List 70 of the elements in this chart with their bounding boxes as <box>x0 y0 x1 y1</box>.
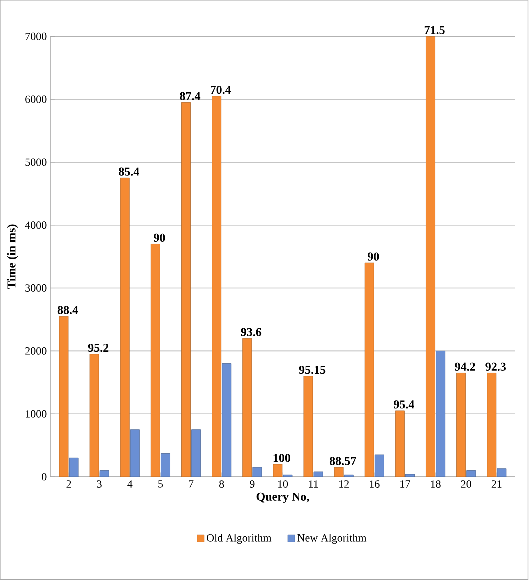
annotation: 88.4 <box>58 306 78 314</box>
bar <box>222 364 232 478</box>
legend-label: Old Algorithm <box>207 534 272 544</box>
y-tick-label: 5000 <box>26 158 47 166</box>
annotation: 70.4 <box>211 86 232 94</box>
y-tick-label: 6000 <box>26 96 47 104</box>
annotation: 90 <box>368 252 380 261</box>
x-tick-label: 8 <box>220 480 224 488</box>
y-tick-label: 0 <box>42 473 47 481</box>
annotation: 88.57 <box>330 457 356 466</box>
bar <box>365 262 374 478</box>
x-tick-label: 5 <box>158 480 164 488</box>
annotation: 71.5 <box>425 26 445 34</box>
bar <box>396 410 406 478</box>
annotation: 95.4 <box>394 400 415 409</box>
bar <box>436 350 446 478</box>
x-tick-label: 16 <box>370 480 380 488</box>
x-tick-label: 20 <box>461 480 472 488</box>
bar <box>69 458 79 478</box>
annotation: 94.2 <box>455 362 476 371</box>
y-tick-label: 1000 <box>26 410 47 418</box>
bar <box>90 354 100 478</box>
bar <box>242 338 252 478</box>
x-tick-label: 10 <box>278 480 288 488</box>
bar <box>212 96 222 478</box>
bar <box>497 468 507 478</box>
annotation: 92.3 <box>486 362 506 371</box>
x-tick-label: 17 <box>400 480 411 488</box>
bar <box>59 316 69 478</box>
y-tick-label: 7000 <box>26 32 47 40</box>
y-axis-title: Time (in ms) <box>7 224 18 290</box>
x-tick-label: 9 <box>250 480 255 488</box>
annotation: 100 <box>274 454 291 462</box>
y-tick-label: 3000 <box>26 284 47 292</box>
bar <box>304 376 314 478</box>
x-tick-label: 4 <box>128 480 133 488</box>
x-tick-label: 21 <box>492 480 502 488</box>
bar <box>151 244 161 478</box>
y-tick-label: 2000 <box>26 347 47 355</box>
annotation: 93.6 <box>241 328 262 336</box>
bar <box>120 178 130 478</box>
annotation: 85.4 <box>119 168 140 176</box>
bar <box>161 454 171 478</box>
bar <box>334 467 344 478</box>
x-tick-label: 3 <box>98 480 102 488</box>
annotation: 95.2 <box>88 344 109 352</box>
x-tick-label: 2 <box>66 480 72 488</box>
bar <box>273 464 283 478</box>
x-tick-label: 11 <box>309 480 318 488</box>
y-tick-label: 4000 <box>25 222 47 230</box>
bar <box>466 470 476 478</box>
bar <box>456 373 466 478</box>
annotation: 95.15 <box>299 366 326 374</box>
bar <box>130 430 140 478</box>
annotation: 90 <box>154 234 166 242</box>
bar <box>314 472 324 478</box>
bar <box>487 373 497 478</box>
bar <box>182 102 192 478</box>
x-axis-title: Query No, <box>256 492 310 504</box>
bar <box>406 474 416 478</box>
bar <box>100 470 110 478</box>
legend-label: New Algorithm <box>298 534 367 544</box>
annotation: 87.4 <box>180 92 201 100</box>
x-tick-label: 18 <box>431 480 442 488</box>
x-tick-label: 12 <box>340 480 350 488</box>
x-tick-label: 7 <box>189 480 194 488</box>
bar <box>375 454 385 478</box>
bar <box>192 430 202 478</box>
bar <box>426 36 436 478</box>
bar <box>252 467 262 478</box>
